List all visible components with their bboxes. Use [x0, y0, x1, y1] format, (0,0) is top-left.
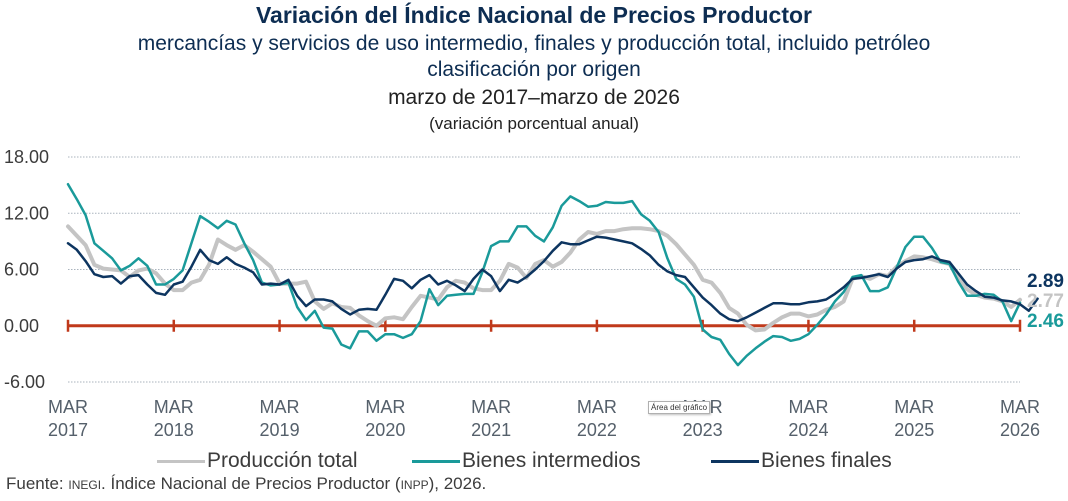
source-org: INEGI [68, 478, 102, 492]
end-label-produccion-total: 2.77 [1027, 291, 1064, 312]
series-line-bienes-finales [66, 235, 1039, 323]
legend-swatch-bienes-finales [711, 459, 759, 463]
legend: Producción total Bienes intermedios Bien… [0, 449, 1068, 473]
x-tick-label-year: 2019 [260, 420, 300, 440]
x-tick-label-year: 2026 [1000, 420, 1040, 440]
legend-label: Producción total [207, 449, 358, 472]
source-note: Fuente: INEGI. Índice Nacional de Precio… [6, 474, 486, 494]
source-abbr: INPP [400, 478, 429, 492]
legend-label: Bienes finales [761, 449, 892, 472]
legend-item-bienes-finales[interactable]: Bienes finales [711, 449, 892, 473]
x-tick-label-year: 2017 [48, 420, 88, 440]
x-tick-label-year: 2025 [894, 420, 934, 440]
series-line-bienes-intermedios [66, 182, 1022, 367]
legend-label: Bienes intermedios [462, 449, 641, 472]
end-label-bienes-intermedios: 2.46 [1027, 311, 1064, 332]
x-axis: MAR 2017 MAR 2018 MAR 2019 MAR 2020 MAR 2021 MAR 20… [48, 397, 1040, 440]
legend-swatch-bienes-intermedios [412, 459, 460, 463]
y-tick-label: 6.00 [4, 260, 39, 280]
x-tick-label-year: 2018 [154, 420, 194, 440]
end-labels: 2.892.772.46 [1027, 271, 1064, 332]
y-tick-label: 0.00 [4, 316, 39, 336]
legend-item-produccion-total[interactable]: Producción total [157, 449, 358, 473]
legend-item-bienes-intermedios[interactable]: Bienes intermedios [412, 449, 641, 473]
gridlines [68, 156, 1020, 383]
end-label-bienes-finales: 2.89 [1027, 271, 1064, 292]
x-tick-label-month: MAR [788, 397, 828, 417]
source-suffix: ), 2026. [428, 474, 487, 493]
x-tick-label-year: 2021 [471, 420, 511, 440]
chart-period: marzo de 2017–marzo de 2026 [388, 86, 680, 109]
chart-area-tooltip: Área del gráfico [648, 401, 711, 414]
chart-title: Variación del Índice Nacional de Precios… [255, 2, 812, 28]
x-axis-zero-line [66, 319, 1022, 332]
x-tick-label-year: 2023 [683, 420, 723, 440]
x-tick-label-month: MAR [471, 397, 511, 417]
x-tick-label-month: MAR [260, 397, 300, 417]
x-tick-label-month: MAR [577, 397, 617, 417]
source-mid: . Índice Nacional de Precios Productor ( [101, 474, 401, 493]
x-tick-label-year: 2020 [365, 420, 405, 440]
source-prefix: Fuente: [6, 474, 69, 493]
series-lines [66, 182, 1039, 367]
y-tick-label: 12.00 [4, 203, 49, 223]
x-tick-label-month: MAR [894, 397, 934, 417]
x-tick-label-month: MAR [48, 397, 88, 417]
x-tick-label-month: MAR [154, 397, 194, 417]
y-axis: 18.00 12.00 6.00 0.00 -6.00 [4, 147, 49, 392]
chart-classification: clasificación por origen [427, 58, 641, 81]
x-tick-label-year: 2024 [788, 420, 828, 440]
x-tick-label-year: 2022 [577, 420, 617, 440]
line-chart[interactable]: 18.00 12.00 6.00 0.00 -6.00 2.892.772.46 MAR… [0, 0, 1068, 450]
x-tick-label-month: MAR [365, 397, 405, 417]
x-tick-label-month: MAR [1000, 397, 1040, 417]
y-tick-label: 18.00 [4, 147, 49, 167]
y-tick-label: -6.00 [4, 372, 45, 392]
chart-units: (variación porcentual anual) [429, 114, 639, 133]
legend-swatch-produccion-total [157, 459, 205, 463]
chart-subtitle: mercancías y servicios de uso intermedio… [137, 32, 931, 55]
